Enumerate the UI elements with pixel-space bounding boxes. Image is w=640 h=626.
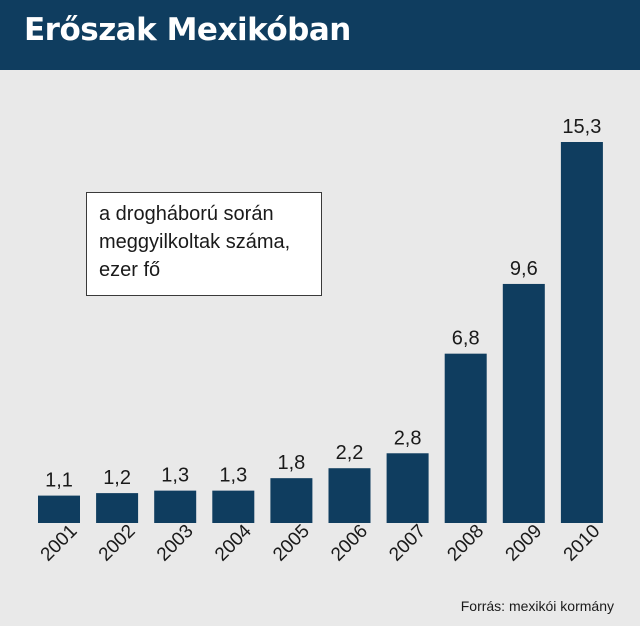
bar-2010 bbox=[560, 142, 603, 523]
value-label-2005: 1,8 bbox=[277, 452, 305, 474]
tick-label-2004: 2004 bbox=[211, 520, 256, 565]
value-label-2006: 2,2 bbox=[336, 442, 364, 464]
bar-2001 bbox=[38, 495, 80, 523]
value-label-2004: 1,3 bbox=[219, 465, 247, 487]
bar-2009 bbox=[502, 283, 545, 523]
tick-label-2007: 2007 bbox=[385, 521, 430, 566]
chart-title: Erőszak Mexikóban bbox=[24, 12, 351, 48]
bar-2003 bbox=[154, 490, 197, 523]
tick-label-2001: 2001 bbox=[37, 521, 82, 566]
legend-line-3: ezer fő bbox=[99, 259, 161, 281]
bar-2004 bbox=[212, 490, 255, 523]
legend-box: a drogháború során meggyilkoltak száma, … bbox=[86, 192, 322, 296]
tick-label-2002: 2002 bbox=[95, 521, 140, 566]
bar-2005 bbox=[270, 478, 313, 523]
tick-label-2003: 2003 bbox=[153, 521, 198, 566]
value-label-2010: 15,3 bbox=[562, 116, 601, 138]
tick-label-2009: 2009 bbox=[502, 521, 547, 566]
value-label-2002: 1,2 bbox=[103, 467, 131, 489]
legend-line-1: a drogháború során bbox=[99, 203, 274, 225]
value-label-2009: 9,6 bbox=[510, 258, 538, 280]
bar-2008 bbox=[444, 353, 487, 523]
value-label-2001: 1,1 bbox=[45, 470, 73, 492]
source-note: Forrás: mexikói kormány bbox=[460, 598, 614, 614]
legend-line-2: meggyilkoltak száma, bbox=[99, 231, 291, 253]
bar-2006 bbox=[328, 468, 371, 523]
value-label-2007: 2,8 bbox=[394, 427, 422, 449]
tick-label-2005: 2005 bbox=[269, 521, 314, 566]
header-bar: Erőszak Mexikóban bbox=[0, 0, 640, 70]
value-label-2003: 1,3 bbox=[161, 465, 189, 487]
tick-label-2008: 2008 bbox=[443, 521, 488, 566]
tick-label-2010: 2010 bbox=[560, 521, 605, 566]
bar-2002 bbox=[96, 493, 139, 523]
value-label-2008: 6,8 bbox=[452, 328, 480, 350]
tick-label-2006: 2006 bbox=[327, 521, 372, 566]
bar-2007 bbox=[386, 453, 429, 523]
